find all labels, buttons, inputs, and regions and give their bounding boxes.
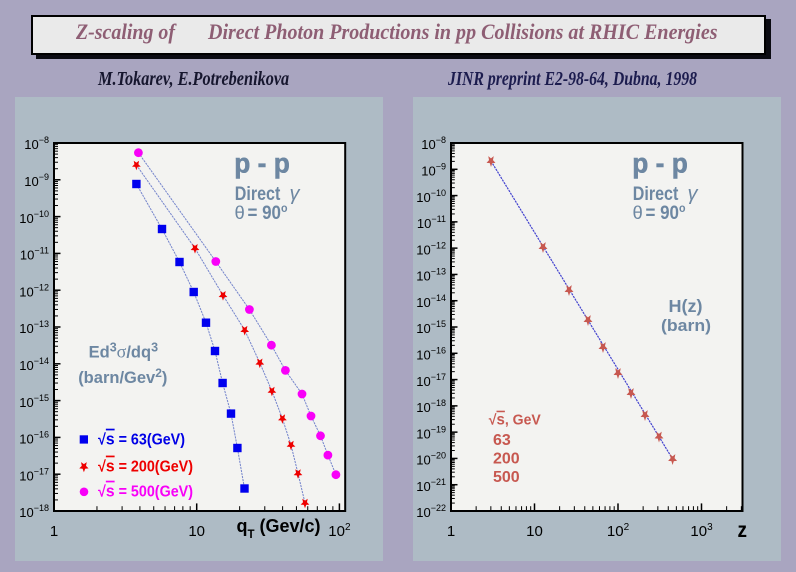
svg-text:10−13: 10−13 bbox=[19, 319, 49, 336]
svg-text:γ: γ bbox=[290, 183, 301, 205]
svg-text:p - p: p - p bbox=[234, 148, 289, 179]
svg-text:= 90o: = 90o bbox=[646, 201, 686, 224]
svg-text:10−10: 10−10 bbox=[416, 188, 446, 205]
svg-text:10−9: 10−9 bbox=[24, 172, 49, 189]
svg-text:p - p: p - p bbox=[632, 148, 688, 179]
svg-text:(barn/Gev2): (barn/Gev2) bbox=[78, 366, 167, 387]
svg-text:√s = 63(GeV): √s = 63(GeV) bbox=[98, 430, 185, 449]
svg-text:10−14: 10−14 bbox=[19, 356, 49, 373]
svg-text:63: 63 bbox=[493, 432, 511, 449]
svg-text:10−11: 10−11 bbox=[417, 214, 446, 231]
svg-text:θ: θ bbox=[235, 202, 245, 223]
svg-text:10−18: 10−18 bbox=[19, 503, 49, 520]
svg-text:10−8: 10−8 bbox=[24, 135, 49, 152]
svg-text:10−16: 10−16 bbox=[19, 430, 49, 447]
svg-text:500: 500 bbox=[493, 469, 520, 486]
svg-text:102: 102 bbox=[328, 522, 351, 540]
svg-text:103: 103 bbox=[690, 522, 713, 540]
svg-text:= 90o: = 90o bbox=[248, 201, 288, 224]
svg-text:10−12: 10−12 bbox=[416, 240, 446, 257]
svg-text:Ed3σ/dq3: Ed3σ/dq3 bbox=[89, 341, 159, 362]
svg-text:10: 10 bbox=[526, 523, 543, 540]
svg-text:1: 1 bbox=[50, 523, 58, 540]
svg-text:Direct: Direct bbox=[235, 183, 281, 205]
svg-text:Direct: Direct bbox=[633, 183, 679, 205]
svg-text:10−20: 10−20 bbox=[416, 451, 446, 468]
svg-text:10−15: 10−15 bbox=[19, 393, 49, 410]
svg-text:10−10: 10−10 bbox=[19, 209, 49, 226]
svg-text:z: z bbox=[738, 519, 748, 542]
svg-text:10−14: 10−14 bbox=[416, 293, 446, 310]
svg-text:10−16: 10−16 bbox=[416, 345, 446, 362]
svg-text:10−19: 10−19 bbox=[416, 424, 446, 441]
svg-text:√s = 200(GeV): √s = 200(GeV) bbox=[98, 457, 193, 476]
svg-text:10−11: 10−11 bbox=[20, 246, 49, 263]
svg-text:10−9: 10−9 bbox=[421, 161, 446, 178]
svg-text:1: 1 bbox=[447, 523, 455, 540]
svg-text:γ: γ bbox=[688, 183, 699, 205]
svg-text:10−17: 10−17 bbox=[416, 372, 446, 389]
svg-text:10−13: 10−13 bbox=[416, 267, 446, 284]
svg-text:(barn): (barn) bbox=[661, 316, 711, 335]
svg-text:qT (Gev/c): qT (Gev/c) bbox=[237, 516, 321, 541]
svg-text:10−21: 10−21 bbox=[416, 477, 446, 494]
svg-text:√s = 500(GeV): √s = 500(GeV) bbox=[98, 482, 193, 501]
svg-text:10−15: 10−15 bbox=[416, 319, 446, 336]
svg-text:H(z): H(z) bbox=[669, 296, 703, 316]
svg-text:10−8: 10−8 bbox=[421, 135, 446, 152]
svg-text:√s, GeV: √s, GeV bbox=[489, 412, 541, 429]
svg-text:10−22: 10−22 bbox=[416, 503, 446, 520]
svg-text:θ: θ bbox=[633, 202, 643, 223]
svg-text:10: 10 bbox=[188, 523, 205, 540]
svg-text:102: 102 bbox=[607, 522, 630, 540]
svg-text:200: 200 bbox=[493, 451, 520, 468]
svg-text:10−17: 10−17 bbox=[19, 466, 49, 483]
svg-text:10−12: 10−12 bbox=[19, 282, 49, 299]
svg-text:10−18: 10−18 bbox=[416, 398, 446, 415]
